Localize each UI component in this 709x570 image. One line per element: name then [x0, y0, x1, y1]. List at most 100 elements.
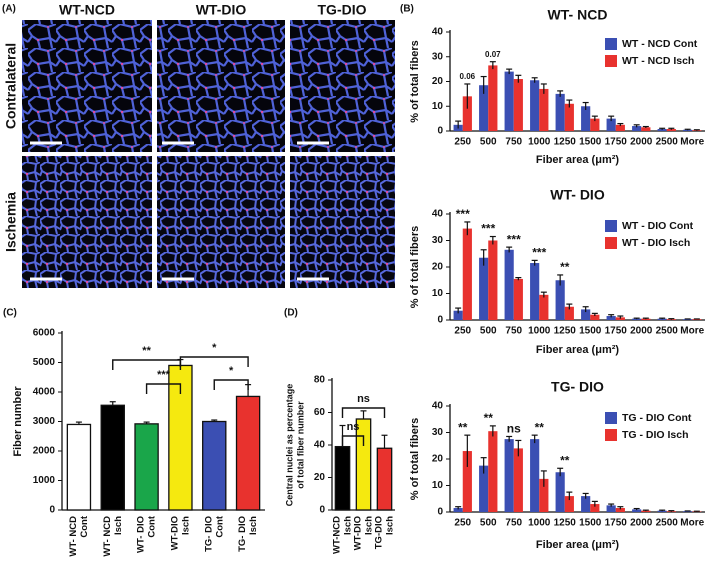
bracket-label: **: [142, 345, 151, 357]
legend-label: WT - NCD Cont: [622, 38, 698, 50]
bar: [632, 509, 642, 512]
bar: [606, 505, 616, 512]
bar: [666, 129, 676, 131]
legend-swatch: [605, 237, 617, 249]
micrographs: (A) WT-NCD WT-DIO TG-DIO Contralateral I…: [2, 2, 395, 288]
bar: [657, 129, 667, 131]
x-tick-label: 250: [454, 137, 471, 148]
bar: [555, 93, 565, 131]
x-tick-label: Isch: [385, 516, 396, 535]
x-tick-label: 1500: [579, 326, 602, 337]
bracket-label: *: [229, 365, 234, 377]
bar: [488, 65, 498, 131]
bar: [504, 249, 514, 320]
x-tick-label: 2000: [630, 518, 653, 529]
y-tick-label: 0: [437, 315, 443, 326]
bar: [632, 126, 642, 131]
x-tick-label: 1250: [554, 137, 577, 148]
x-axis-label: Fiber area (μm²): [536, 344, 619, 356]
bar: [134, 423, 159, 511]
x-tick-label: WT-DIO: [353, 516, 364, 550]
x-tick-label: More: [680, 137, 704, 148]
bar: [683, 319, 693, 320]
y-tick-label: 80: [314, 375, 326, 386]
bar: [462, 96, 472, 131]
column-label: WT-DIO: [196, 2, 247, 18]
x-tick-label: WT- NCD: [68, 516, 79, 557]
x-tick-label: Isch: [113, 516, 124, 535]
bar: [462, 228, 472, 320]
y-tick-label: 40: [432, 209, 444, 220]
y-tick-label: 60: [314, 407, 326, 418]
y-axis-label: % of total fibers: [409, 418, 421, 501]
legend-label: TG - DIO Isch: [622, 429, 689, 441]
bar: [453, 508, 463, 512]
panel-label: (C): [3, 308, 17, 319]
bar: [564, 103, 574, 131]
bar: [657, 318, 667, 320]
x-tick-label: 2500: [656, 326, 679, 337]
x-tick-label: 1250: [554, 326, 577, 337]
x-tick-label: WT- NCD: [102, 516, 113, 557]
bracket: [213, 379, 249, 390]
bar: [539, 88, 549, 131]
image: [157, 20, 285, 152]
bar: [513, 278, 523, 320]
bar: [692, 319, 702, 320]
legend-swatch: [605, 412, 617, 424]
legend-swatch: [605, 38, 617, 50]
x-tick-label: 2000: [630, 137, 653, 148]
panel-label: (A): [2, 4, 16, 15]
bar: [202, 420, 227, 511]
bar: [488, 240, 498, 320]
y-tick-label: 0: [49, 505, 55, 516]
bar: [590, 504, 600, 512]
bar: [530, 80, 540, 131]
image: [290, 20, 395, 152]
bar: [581, 106, 591, 131]
bar: [641, 127, 651, 131]
x-tick-label: Cont: [147, 515, 158, 537]
row-label: Ischemia: [3, 192, 19, 252]
x-tick-label: Cont: [214, 515, 225, 537]
x-tick-label: 750: [505, 518, 522, 529]
chart-title: TG- DIO: [551, 379, 604, 395]
x-tick-label: 1000: [528, 137, 551, 148]
bar: [590, 118, 600, 131]
y-tick-label: 1000: [33, 475, 56, 486]
chart-title: WT- DIO: [550, 187, 605, 203]
x-axis-label: Fiber area (μm²): [536, 154, 619, 166]
y-tick-label: 30: [432, 51, 444, 62]
x-tick-label: Isch: [364, 516, 375, 535]
bar: [100, 404, 125, 511]
legend-label: WT - DIO Isch: [622, 237, 690, 249]
y-axis-label: % of total fibers: [409, 226, 421, 309]
x-tick-label: 1250: [554, 518, 577, 529]
x-tick-label: Cont: [79, 515, 90, 537]
bar: [564, 306, 574, 320]
x-tick-label: 1750: [605, 137, 628, 148]
bar: [66, 423, 92, 511]
bracket: [179, 356, 249, 367]
image: [290, 156, 395, 288]
y-tick-label: 40: [314, 440, 326, 451]
chart-title: WT- NCD: [548, 7, 608, 23]
annotation: **: [535, 420, 545, 434]
y-tick-label: 4000: [33, 387, 56, 398]
y-tick-label: 40: [432, 401, 444, 412]
x-tick-label: 1000: [528, 326, 551, 337]
bracket-label: ns: [357, 393, 370, 405]
bar: [555, 280, 565, 320]
annotation: **: [458, 420, 468, 434]
bar: [615, 124, 625, 131]
image: [22, 20, 152, 152]
x-tick-label: More: [680, 518, 704, 529]
annotation: ns: [507, 422, 521, 436]
bar: [453, 310, 463, 320]
x-tick-label: More: [680, 326, 704, 337]
bar: [606, 118, 616, 131]
panel-label: (D): [284, 308, 298, 319]
bar: [539, 478, 549, 512]
x-tick-label: 250: [454, 326, 471, 337]
